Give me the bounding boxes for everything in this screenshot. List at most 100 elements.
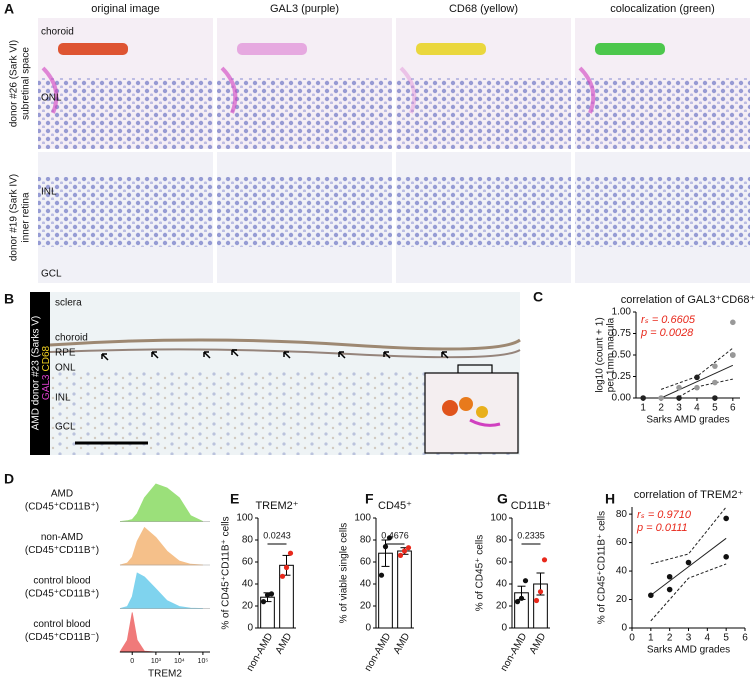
layer-label: choroid — [55, 333, 88, 344]
point — [685, 559, 692, 566]
point — [268, 591, 275, 597]
row-label: inner retina — [21, 192, 32, 242]
p-value: 0.2335 — [517, 530, 545, 540]
legend-name: non-AMD — [41, 532, 83, 543]
stain-label: GAL3 — [41, 374, 52, 400]
stain — [220, 66, 238, 114]
point — [514, 599, 521, 605]
y-tick-label: 0.25 — [612, 371, 632, 382]
chart-title: TREM2⁺ — [255, 500, 298, 512]
point — [401, 548, 408, 554]
layer-label: GCL — [55, 422, 76, 433]
y-tick-label: 100 — [236, 513, 253, 524]
y-tick-label: 80 — [360, 535, 372, 546]
point — [712, 395, 718, 401]
y-tick-label: 80 — [496, 535, 508, 546]
legend-gate: (CD45⁺CD11B⁻) — [25, 632, 99, 643]
label-bar — [30, 292, 50, 455]
donor-label: AMD donor #23 (Sarks V) — [31, 316, 42, 431]
micrograph-texture — [575, 177, 750, 247]
legend-name: control blood — [33, 619, 90, 630]
layer-label: INL — [55, 393, 71, 404]
stain-labels: GAL3 CD68 — [41, 345, 52, 400]
y-tick-label: 80 — [242, 535, 254, 546]
x-axis-label: TREM2 — [148, 669, 182, 680]
p-value: 0.0243 — [263, 530, 291, 540]
column-title: GAL3 (purple) — [270, 3, 339, 15]
point — [712, 363, 718, 369]
row-label: donor #19 (Sark IV) — [9, 174, 20, 261]
layer-label: INL — [41, 187, 57, 198]
point — [533, 597, 540, 604]
panel-letter: D — [4, 471, 14, 487]
y-tick-label: 0.50 — [612, 350, 632, 361]
y-tick-label: 100 — [490, 513, 507, 524]
x-tick-label: non-AMD — [245, 631, 276, 673]
x-tick-label: 2 — [658, 403, 664, 414]
inset — [424, 372, 519, 454]
point — [723, 515, 729, 522]
chart-title: CD45⁺ — [378, 500, 412, 512]
y-tick-label: 40 — [242, 579, 254, 590]
arrows — [101, 349, 449, 361]
point — [397, 552, 404, 559]
y-axis-label: % of CD45⁺CD11B⁺ cells — [221, 516, 232, 629]
y-tick-label: 20 — [242, 601, 254, 612]
point — [382, 544, 389, 550]
chart-title: CD11B⁺ — [511, 500, 552, 512]
x-tick-label: 10⁵ — [198, 658, 209, 665]
annotation: rₛ = 0.9710 — [637, 509, 692, 521]
p-value: 0.4676 — [381, 530, 409, 540]
micrograph-texture — [217, 177, 392, 247]
y-tick-label: 0 — [501, 623, 507, 634]
point — [386, 535, 393, 541]
x-tick-label: 2 — [667, 633, 673, 644]
x-tick-label: AMD — [274, 631, 295, 656]
point — [378, 572, 385, 578]
y-axis-label: % of CD45⁺CD11B⁺ cells — [597, 511, 608, 624]
y-tick-label: 80 — [616, 509, 628, 520]
x-tick-label: 3 — [676, 403, 682, 414]
x-tick-label: 3 — [686, 633, 692, 644]
point — [264, 592, 271, 598]
y-tick-label: 60 — [496, 557, 508, 568]
y-tick-label: 20 — [496, 601, 508, 612]
legend-name: control blood — [33, 575, 90, 586]
x-tick-label: 0 — [130, 658, 134, 665]
layer-label: sclera — [55, 298, 82, 309]
y-axis-label: % of CD45⁺ cells — [475, 535, 486, 611]
y-tick-label: 60 — [360, 557, 372, 568]
y-tick-label: 20 — [360, 601, 372, 612]
point — [260, 599, 267, 605]
x-tick-label: 10³ — [151, 658, 162, 665]
y-tick-label: 0.00 — [612, 393, 632, 404]
y-axis-label: % of viable single cells — [339, 523, 350, 624]
micrograph-texture — [217, 78, 392, 149]
x-tick-label: non-AMD — [499, 631, 530, 673]
chart-title: correlation of GAL3⁺CD68⁺ — [621, 294, 755, 306]
micrograph-texture — [38, 78, 213, 149]
point — [287, 550, 294, 556]
x-tick-label: 0 — [629, 633, 635, 644]
row-label: donor #26 (Sark VI) — [9, 40, 20, 127]
micrograph-texture — [38, 177, 213, 247]
fit-line — [660, 364, 734, 398]
stain — [578, 66, 596, 114]
stain — [416, 43, 486, 55]
legend-gate: (CD45⁺CD11B⁺) — [25, 545, 99, 556]
micrograph-texture — [575, 78, 750, 149]
point — [279, 573, 286, 579]
panel-letter: G — [497, 491, 508, 507]
y-tick-label: 100 — [354, 513, 371, 524]
y-tick-label: 60 — [242, 557, 254, 568]
histogram — [119, 572, 203, 609]
y-tick-label: 1.00 — [612, 307, 632, 318]
point — [723, 554, 729, 560]
point — [676, 384, 682, 391]
panel-letter: F — [365, 491, 374, 507]
x-tick-label: non-AMD — [363, 631, 394, 673]
point — [522, 578, 529, 584]
stain-label: CD68 — [41, 345, 52, 371]
layer-label: RPE — [55, 348, 76, 359]
fit-line — [650, 537, 727, 596]
